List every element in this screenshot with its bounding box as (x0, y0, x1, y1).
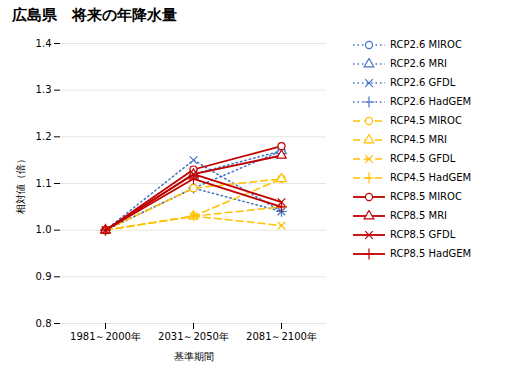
svg-text:1.4: 1.4 (36, 38, 52, 49)
svg-text:2031～2050年: 2031～2050年 (158, 331, 229, 342)
html-text:RCP8.5 MRI: RCP8.5 MRI (390, 210, 448, 221)
html-text:RCP2.6 HadGEM: RCP2.6 HadGEM (390, 96, 472, 107)
svg-text:基準期間: 基準期間 (174, 351, 214, 362)
html-text:RCP2.6 GFDL: RCP2.6 GFDL (390, 77, 456, 88)
html-text:RCP4.5 MIROC: RCP4.5 MIROC (390, 115, 462, 126)
svg-text:1981～2000年: 1981～2000年 (70, 331, 141, 342)
html-text:RCP8.5 GFDL: RCP8.5 GFDL (390, 229, 456, 240)
html-text:RCP8.5 HadGEM: RCP8.5 HadGEM (390, 248, 472, 259)
html-text:RCP2.6 MIROC: RCP2.6 MIROC (390, 39, 462, 50)
html-text:RCP4.5 GFDL: RCP4.5 GFDL (390, 153, 456, 164)
svg-text:1.3: 1.3 (36, 84, 52, 95)
html-text:RCP4.5 HadGEM: RCP4.5 HadGEM (390, 172, 472, 183)
html-text:RCP4.5 MRI: RCP4.5 MRI (390, 134, 448, 145)
svg-text:1.2: 1.2 (36, 131, 52, 142)
svg-text:0.9: 0.9 (36, 271, 52, 282)
svg-text:2081～2100年: 2081～2100年 (246, 331, 317, 342)
html-text:広島県 将来の年降水量: 広島県 将来の年降水量 (12, 6, 177, 24)
svg-text:0.8: 0.8 (36, 318, 52, 329)
svg-text:1.0: 1.0 (36, 224, 52, 235)
html-text:RCP2.6 MRI: RCP2.6 MRI (390, 58, 448, 69)
svg-text:1.1: 1.1 (36, 178, 52, 189)
html-text:RCP8.5 MIROC: RCP8.5 MIROC (390, 191, 462, 202)
svg-text:相対値（倍）: 相対値（倍） (15, 154, 26, 214)
